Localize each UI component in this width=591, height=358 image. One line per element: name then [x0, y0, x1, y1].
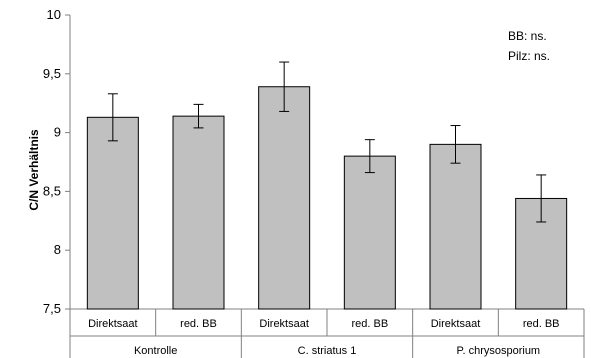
- y-tick-label: 10: [47, 7, 61, 22]
- x-category-label: red. BB: [523, 318, 560, 330]
- bars: [86, 86, 568, 310]
- x-group-label: C. striatus 1: [298, 345, 357, 357]
- y-axis-label: C/N Verhältnis: [27, 129, 41, 211]
- annotation-pilz: Pilz: ns.: [508, 49, 550, 63]
- y-tick-label: 7,5: [43, 301, 61, 316]
- bar: [429, 143, 482, 310]
- x-category-label: red. BB: [180, 318, 217, 330]
- x-group-label: Kontrolle: [134, 345, 177, 357]
- x-labels: Direktsaat red. BB Direktsaat red. BB Direkt…: [88, 318, 559, 357]
- x-category-label: Direktsaat: [259, 318, 309, 330]
- bar: [172, 115, 225, 310]
- error-bars: [107, 61, 547, 223]
- axes: [69, 15, 585, 358]
- bar: [343, 155, 396, 310]
- y-ticks: 7,5 8 8,5 9 9,5 10: [43, 7, 70, 316]
- bar: [86, 116, 139, 310]
- x-category-label: red. BB: [351, 318, 388, 330]
- y-tick-label: 8,5: [43, 183, 61, 198]
- x-group-label: P. chrysosporium: [457, 345, 541, 357]
- y-tick-label: 8: [54, 242, 61, 257]
- x-category-label: Direktsaat: [431, 318, 481, 330]
- y-tick-label: 9,5: [43, 66, 61, 81]
- y-tick-label: 9: [54, 125, 61, 140]
- x-category-label: Direktsaat: [88, 318, 138, 330]
- annotation-bb: BB: ns.: [508, 29, 547, 43]
- bar: [258, 86, 311, 310]
